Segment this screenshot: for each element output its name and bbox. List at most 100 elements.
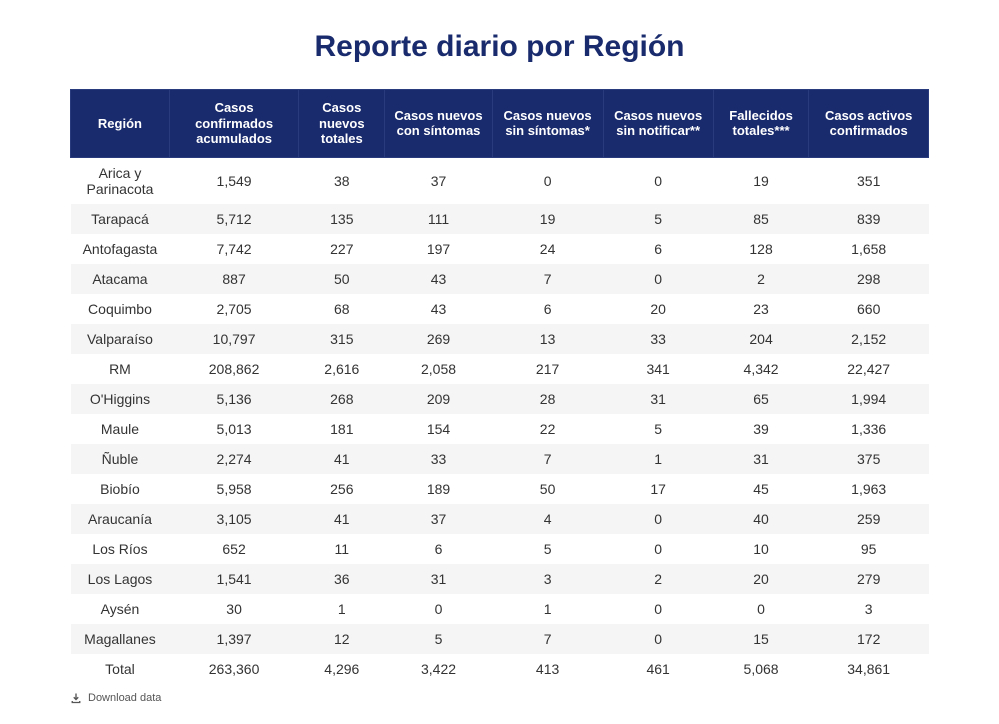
cell-value: 0 (603, 264, 713, 294)
cell-value: 43 (385, 294, 492, 324)
cell-value: 0 (492, 157, 603, 204)
cell-value: 0 (603, 157, 713, 204)
cell-value: 2,705 (169, 294, 298, 324)
cell-value: 197 (385, 234, 492, 264)
cell-value: 17 (603, 474, 713, 504)
table-row: Araucanía3,10541374040259 (71, 504, 929, 534)
cell-value: 2,616 (299, 354, 385, 384)
table-body: Arica y Parinacota1,54938370019351Tarapa… (71, 157, 929, 684)
table-row: Magallanes1,3971257015172 (71, 624, 929, 654)
region-table: Región Casos confirmados acumulados Caso… (70, 89, 929, 684)
cell-region: Magallanes (71, 624, 170, 654)
cell-value: 3 (492, 564, 603, 594)
cell-region: Valparaíso (71, 324, 170, 354)
table-row: Coquimbo2,705684362023660 (71, 294, 929, 324)
cell-value: 4,296 (299, 654, 385, 684)
cell-region: Aysén (71, 594, 170, 624)
cell-value: 33 (385, 444, 492, 474)
cell-value: 2,152 (809, 324, 929, 354)
cell-value: 1,541 (169, 564, 298, 594)
cell-value: 135 (299, 204, 385, 234)
cell-value: 268 (299, 384, 385, 414)
table-row: Ñuble2,27441337131375 (71, 444, 929, 474)
cell-value: 37 (385, 157, 492, 204)
table-wrap: Región Casos confirmados acumulados Caso… (70, 89, 929, 684)
cell-value: 351 (809, 157, 929, 204)
cell-value: 111 (385, 204, 492, 234)
cell-value: 13 (492, 324, 603, 354)
cell-value: 6 (603, 234, 713, 264)
cell-value: 0 (603, 594, 713, 624)
cell-value: 41 (299, 444, 385, 474)
cell-value: 1,336 (809, 414, 929, 444)
cell-value: 33 (603, 324, 713, 354)
col-nuevos-sin-notificar: Casos nuevos sin notificar** (603, 90, 713, 158)
cell-region: Arica y Parinacota (71, 157, 170, 204)
table-row: Aysén30101003 (71, 594, 929, 624)
cell-value: 50 (299, 264, 385, 294)
col-confirmados: Casos confirmados acumulados (169, 90, 298, 158)
download-label: Download data (88, 692, 161, 704)
cell-value: 5,712 (169, 204, 298, 234)
cell-value: 227 (299, 234, 385, 264)
cell-value: 31 (385, 564, 492, 594)
table-header: Región Casos confirmados acumulados Caso… (71, 90, 929, 158)
table-row: Arica y Parinacota1,54938370019351 (71, 157, 929, 204)
cell-value: 2 (713, 264, 809, 294)
cell-value: 259 (809, 504, 929, 534)
cell-value: 839 (809, 204, 929, 234)
cell-value: 3,105 (169, 504, 298, 534)
table-row: Antofagasta7,7422271972461281,658 (71, 234, 929, 264)
cell-value: 37 (385, 504, 492, 534)
cell-value: 65 (713, 384, 809, 414)
cell-value: 461 (603, 654, 713, 684)
cell-region: Total (71, 654, 170, 684)
cell-value: 5 (385, 624, 492, 654)
cell-value: 1,549 (169, 157, 298, 204)
cell-value: 887 (169, 264, 298, 294)
cell-value: 209 (385, 384, 492, 414)
cell-value: 263,360 (169, 654, 298, 684)
cell-value: 5 (603, 414, 713, 444)
cell-value: 20 (713, 564, 809, 594)
cell-value: 23 (713, 294, 809, 324)
cell-value: 95 (809, 534, 929, 564)
cell-region: RM (71, 354, 170, 384)
cell-region: Maule (71, 414, 170, 444)
cell-region: Atacama (71, 264, 170, 294)
cell-value: 45 (713, 474, 809, 504)
cell-value: 256 (299, 474, 385, 504)
cell-value: 20 (603, 294, 713, 324)
table-row: Atacama8875043702298 (71, 264, 929, 294)
cell-value: 1 (492, 594, 603, 624)
cell-value: 0 (603, 504, 713, 534)
cell-region: Coquimbo (71, 294, 170, 324)
cell-value: 189 (385, 474, 492, 504)
cell-value: 6 (385, 534, 492, 564)
cell-value: 0 (713, 594, 809, 624)
cell-region: Antofagasta (71, 234, 170, 264)
cell-value: 0 (603, 624, 713, 654)
cell-value: 5,068 (713, 654, 809, 684)
cell-value: 269 (385, 324, 492, 354)
cell-value: 3 (809, 594, 929, 624)
cell-value: 652 (169, 534, 298, 564)
cell-value: 172 (809, 624, 929, 654)
cell-value: 39 (713, 414, 809, 444)
cell-value: 6 (492, 294, 603, 324)
cell-value: 0 (603, 534, 713, 564)
cell-value: 413 (492, 654, 603, 684)
cell-value: 7 (492, 264, 603, 294)
table-row: Los Ríos652116501095 (71, 534, 929, 564)
cell-value: 40 (713, 504, 809, 534)
table-row: O'Higgins5,1362682092831651,994 (71, 384, 929, 414)
cell-value: 2,274 (169, 444, 298, 474)
cell-value: 10 (713, 534, 809, 564)
download-data-link[interactable]: Download data (70, 692, 929, 704)
cell-value: 4,342 (713, 354, 809, 384)
cell-value: 1 (299, 594, 385, 624)
cell-value: 19 (713, 157, 809, 204)
cell-value: 36 (299, 564, 385, 594)
cell-value: 22 (492, 414, 603, 444)
cell-value: 7 (492, 624, 603, 654)
